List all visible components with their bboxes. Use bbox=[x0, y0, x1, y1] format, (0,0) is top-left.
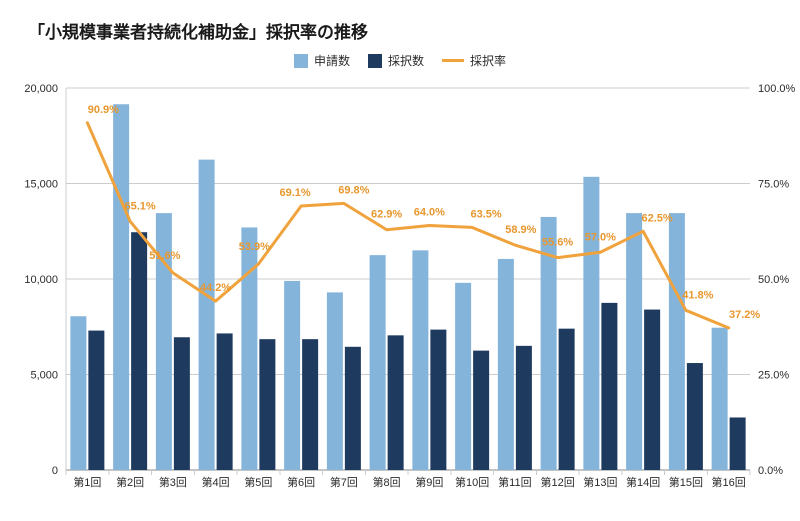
rate-label: 44.2% bbox=[200, 282, 231, 294]
svg-text:第6回: 第6回 bbox=[287, 475, 315, 489]
bar-applications bbox=[626, 213, 642, 470]
svg-text:第11回: 第11回 bbox=[498, 475, 531, 489]
chart-plot: 0 5,000 10,000 15,000 20,000 0.0% 25.0% 50.0% 75… bbox=[0, 0, 800, 521]
bar-adoptions bbox=[131, 232, 147, 470]
bar-adoptions bbox=[730, 417, 746, 470]
rate-label: 51.6% bbox=[149, 250, 180, 262]
bar-applications bbox=[241, 227, 257, 470]
svg-text:第3回: 第3回 bbox=[159, 475, 187, 489]
bar-adoptions bbox=[601, 303, 617, 470]
svg-text:75.0%: 75.0% bbox=[758, 179, 789, 191]
bar-adoptions bbox=[430, 330, 446, 470]
svg-text:第15回: 第15回 bbox=[669, 475, 703, 489]
svg-text:第2回: 第2回 bbox=[116, 475, 144, 489]
svg-text:100.0%: 100.0% bbox=[758, 83, 796, 95]
bar-applications bbox=[284, 281, 300, 470]
svg-text:第7回: 第7回 bbox=[330, 475, 358, 489]
bar-applications bbox=[669, 213, 685, 470]
rate-label: 90.9% bbox=[88, 104, 119, 116]
svg-text:第5回: 第5回 bbox=[244, 475, 272, 489]
svg-text:第4回: 第4回 bbox=[202, 475, 230, 489]
rate-label: 41.8% bbox=[682, 289, 713, 301]
bar-adoptions bbox=[345, 347, 361, 470]
bar-adoptions bbox=[88, 331, 104, 470]
rate-label: 64.0% bbox=[414, 207, 445, 219]
svg-text:50.0%: 50.0% bbox=[758, 274, 789, 286]
svg-text:5,000: 5,000 bbox=[30, 370, 58, 382]
rate-label: 53.9% bbox=[239, 241, 270, 253]
svg-text:第14回: 第14回 bbox=[626, 475, 660, 489]
bar-adoptions bbox=[644, 310, 660, 470]
svg-text:第8回: 第8回 bbox=[373, 475, 401, 489]
svg-text:0.0%: 0.0% bbox=[758, 465, 783, 477]
rate-label: 57.0% bbox=[585, 231, 616, 243]
rate-label: 58.9% bbox=[505, 224, 536, 236]
svg-text:第1回: 第1回 bbox=[73, 475, 101, 489]
bar-adoptions bbox=[516, 346, 532, 470]
svg-text:20,000: 20,000 bbox=[24, 83, 58, 95]
svg-text:第16回: 第16回 bbox=[712, 475, 746, 489]
bar-applications bbox=[70, 316, 86, 470]
svg-text:第9回: 第9回 bbox=[415, 475, 443, 489]
bar-applications bbox=[498, 259, 514, 470]
bar-applications bbox=[370, 255, 386, 470]
bar-adoptions bbox=[559, 329, 575, 470]
rate-label: 63.5% bbox=[471, 208, 502, 220]
rate-label: 65.1% bbox=[125, 200, 156, 212]
bar-adoptions bbox=[473, 351, 489, 470]
rate-label: 62.5% bbox=[642, 212, 673, 224]
bar-applications bbox=[712, 328, 728, 470]
bar-applications bbox=[412, 250, 428, 470]
bar-applications bbox=[583, 177, 599, 470]
svg-text:第10回: 第10回 bbox=[455, 475, 489, 489]
svg-text:第12回: 第12回 bbox=[541, 475, 575, 489]
bar-adoptions bbox=[687, 363, 703, 470]
bar-applications bbox=[455, 283, 471, 470]
rate-label: 69.8% bbox=[338, 184, 369, 196]
bar-adoptions bbox=[388, 335, 404, 470]
svg-text:第13回: 第13回 bbox=[583, 475, 617, 489]
bar-adoptions bbox=[174, 337, 190, 470]
rate-label: 37.2% bbox=[729, 309, 760, 321]
svg-text:10,000: 10,000 bbox=[24, 274, 58, 286]
bar-applications bbox=[327, 292, 343, 470]
bar-adoptions bbox=[259, 339, 275, 470]
bar-adoptions bbox=[217, 333, 233, 470]
rate-label: 62.9% bbox=[371, 209, 402, 221]
rate-label: 69.1% bbox=[280, 187, 311, 199]
bar-applications bbox=[113, 104, 129, 470]
svg-text:0: 0 bbox=[52, 465, 58, 477]
bar-adoptions bbox=[302, 339, 318, 470]
rate-label: 55.6% bbox=[542, 237, 573, 249]
bar-applications bbox=[199, 160, 215, 470]
svg-text:15,000: 15,000 bbox=[24, 179, 58, 191]
svg-text:25.0%: 25.0% bbox=[758, 370, 789, 382]
